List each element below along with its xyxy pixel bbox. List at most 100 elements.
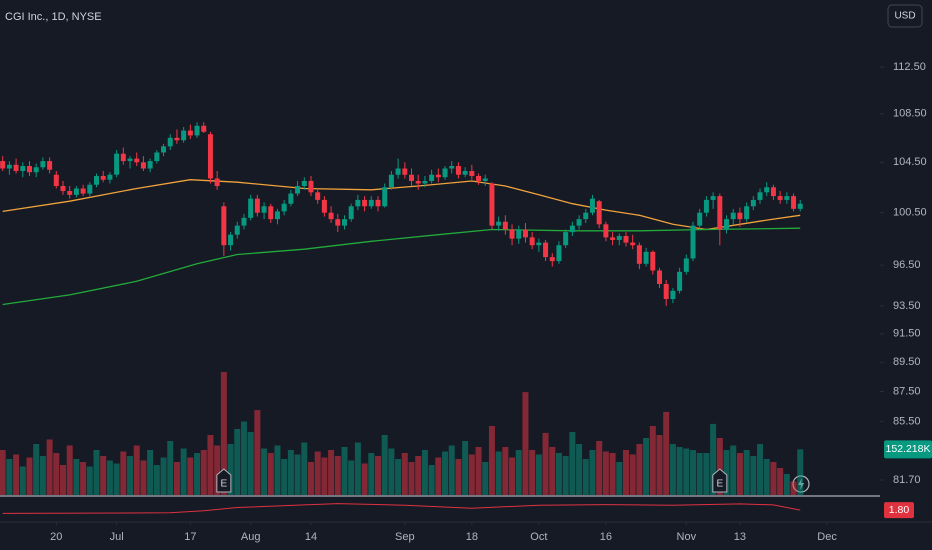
candle <box>643 247 649 267</box>
candle-body <box>623 236 629 243</box>
candle-body <box>670 290 676 300</box>
candle <box>536 238 542 252</box>
candle-body <box>791 196 797 209</box>
volume-bar <box>227 444 234 495</box>
volume-bar <box>334 456 341 495</box>
volume-bar <box>770 462 777 495</box>
volume-bar <box>442 451 449 495</box>
volume-bar <box>120 451 127 495</box>
volume-bar <box>522 392 529 495</box>
candle <box>201 122 207 133</box>
y-tick-label: 104.50 <box>893 156 927 168</box>
candle-body <box>730 212 736 220</box>
candle-body <box>355 199 361 207</box>
moving-average-line <box>2 227 801 306</box>
candle <box>161 143 167 157</box>
candle-body <box>737 212 743 220</box>
volume-bar <box>616 462 623 495</box>
candle-body <box>67 191 73 195</box>
candle-body <box>154 152 160 162</box>
candle-body <box>288 193 294 204</box>
candle <box>20 162 26 178</box>
candle-body <box>6 164 12 169</box>
volume-bar <box>663 411 670 495</box>
candle-body <box>194 125 200 136</box>
candle <box>710 192 716 209</box>
volume-bar <box>569 432 576 495</box>
candle-body <box>120 153 126 162</box>
candle-body <box>516 229 522 239</box>
candle <box>455 162 461 179</box>
volume-bar <box>515 450 522 495</box>
candle-body <box>201 125 207 132</box>
volume-bar <box>455 459 462 495</box>
earnings-label: E <box>221 479 228 490</box>
candle-body <box>308 180 314 193</box>
candle-body <box>375 199 381 207</box>
volume-bar <box>147 450 154 495</box>
candle-body <box>589 198 595 213</box>
candle-body <box>710 196 716 200</box>
candle <box>516 225 522 244</box>
candle <box>348 203 354 222</box>
volume-bar <box>421 450 428 495</box>
volume-bar <box>596 441 603 495</box>
candle <box>476 173 482 185</box>
y-tick-label: 81.70 <box>893 474 921 486</box>
candle-body <box>87 184 93 194</box>
candle-body <box>341 219 347 226</box>
volume-bar <box>167 441 174 495</box>
earnings-marker <box>712 468 728 493</box>
candle <box>623 232 629 247</box>
volume-bar <box>80 462 87 495</box>
volume-bar <box>100 456 107 495</box>
candle-body <box>228 234 234 246</box>
candle <box>469 164 475 180</box>
candle <box>73 185 79 198</box>
candle <box>482 174 488 186</box>
candle-body <box>784 196 790 200</box>
currency-label[interactable]: USD <box>894 11 915 22</box>
volume-bar <box>555 453 562 495</box>
x-tick-label: Sep <box>395 531 415 543</box>
candle-body <box>214 178 220 186</box>
candle <box>268 203 274 224</box>
volume-bar <box>60 465 67 495</box>
volume-bar <box>240 421 247 495</box>
candle <box>489 182 495 230</box>
volume-bar <box>220 372 227 495</box>
chart-title: CGI Inc., 1D, NYSE <box>5 11 102 23</box>
candle <box>777 191 783 204</box>
candle <box>395 158 401 179</box>
candle <box>187 124 193 140</box>
candle-body <box>549 257 555 262</box>
volume-bar <box>106 460 113 495</box>
candle <box>502 215 508 235</box>
candle-body <box>241 217 247 226</box>
candle-body <box>543 242 549 258</box>
candle <box>295 180 301 197</box>
volume-bar <box>281 459 288 495</box>
candle-body <box>140 162 146 169</box>
candle <box>610 232 616 246</box>
volume-bar <box>757 444 764 495</box>
candle <box>435 168 441 183</box>
currency-button[interactable] <box>887 4 923 28</box>
volume-bar <box>582 459 589 495</box>
candle <box>281 199 287 216</box>
volume-last-label: 152.218K <box>886 443 931 455</box>
candle <box>429 169 435 184</box>
volume-bar <box>482 462 489 495</box>
x-tick-label: Dec <box>817 531 837 543</box>
candle <box>167 134 173 151</box>
x-tick-label: Jul <box>110 531 124 543</box>
volume-bar <box>375 456 382 495</box>
candle <box>724 215 730 234</box>
volume-bar <box>13 454 20 495</box>
candle-body <box>33 167 39 173</box>
volume-bar <box>160 457 167 495</box>
candle-body <box>509 229 515 239</box>
volume-bar <box>589 450 596 495</box>
candle-body <box>415 180 421 184</box>
volume-bar <box>86 466 93 495</box>
